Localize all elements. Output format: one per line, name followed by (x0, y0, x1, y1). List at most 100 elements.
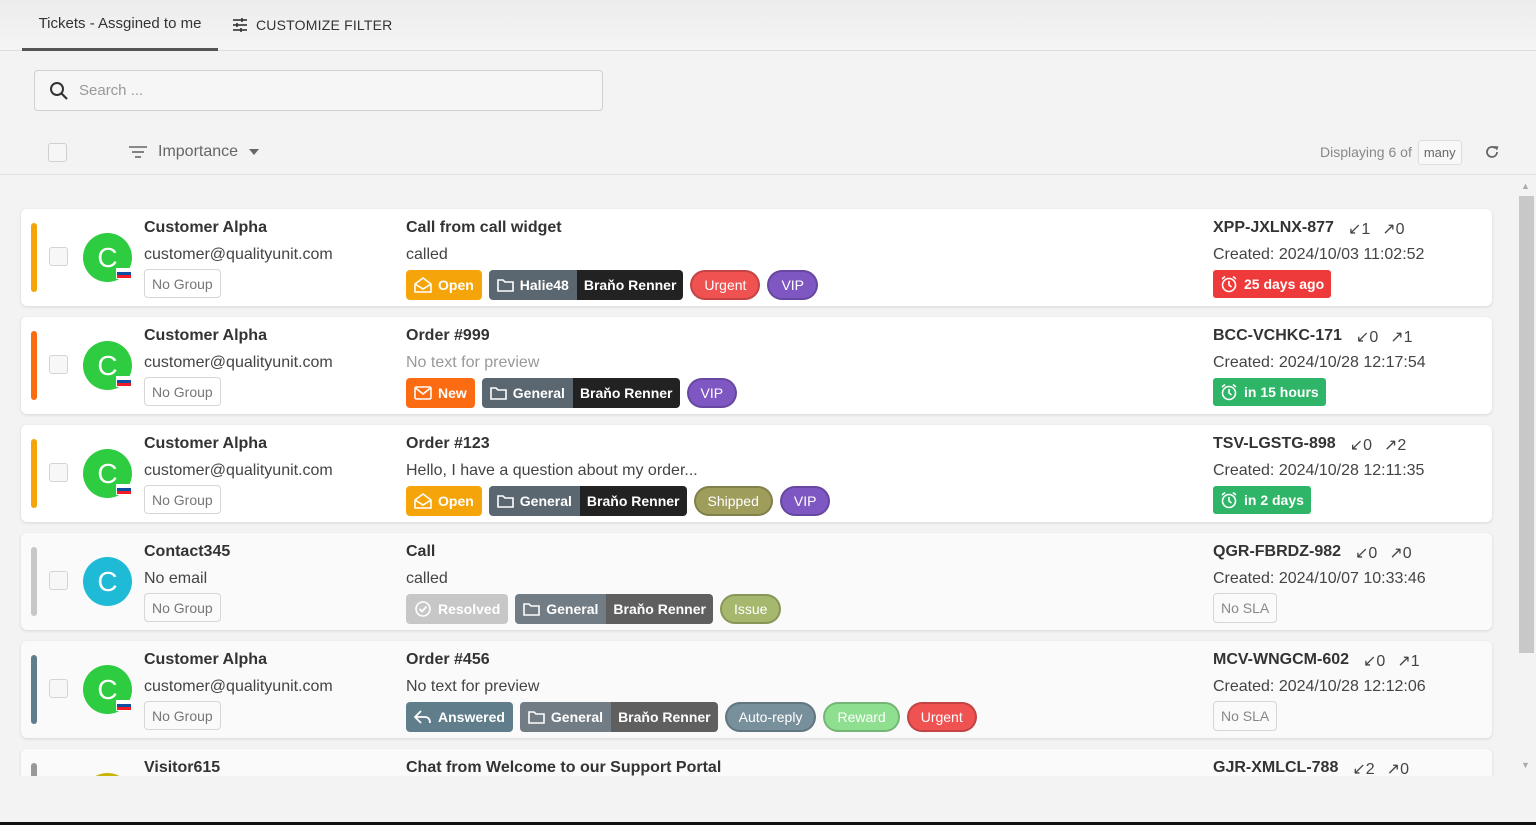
ticket-code[interactable]: TSV-LGSTG-898 (1213, 435, 1336, 452)
ticket-code[interactable]: MCV-WNGCM-602 (1213, 651, 1350, 668)
avatar (83, 773, 132, 776)
tag-badge: VIP (686, 377, 738, 408)
department-label: General (550, 708, 604, 725)
ticket-code[interactable]: QGR-FBRDZ-982 (1213, 543, 1342, 560)
status-badge: Answered (406, 701, 513, 732)
outgoing-arrow-icon: ↗ (1390, 329, 1404, 346)
customer-name[interactable]: Customer Alpha (144, 651, 267, 668)
scroll-up-icon[interactable]: ▲ (1521, 181, 1530, 191)
open-envelope-icon (414, 492, 432, 509)
ticket-tags: Resolved General Braňo Renner Issue (406, 593, 782, 624)
ticket-code[interactable]: XPP-JXLNX-877 (1213, 219, 1334, 236)
group-badge: No Group (144, 593, 221, 622)
top-bar: Tickets - Assgined to me CUSTOMIZE FILTE… (0, 0, 1536, 51)
department-agent-badge: Halie48 Braňo Renner (488, 269, 684, 300)
tag-badge: Issue (719, 593, 782, 624)
department-label: General (512, 384, 565, 401)
refresh-icon[interactable] (1484, 144, 1500, 160)
bottom-border (0, 822, 1536, 825)
agent-label: Braňo Renner (586, 492, 680, 509)
tag-badge: VIP (779, 485, 831, 516)
ticket-preview: called (406, 246, 448, 263)
incoming-count: ↙0 (1355, 329, 1379, 346)
incoming-arrow-icon: ↙ (1347, 221, 1362, 238)
row-checkbox[interactable] (49, 247, 68, 266)
ticket-tags: Answered General Braňo Renner Auto-reply… (406, 701, 977, 732)
ticket-row[interactable]: C Contact345 No email No Group Call call… (21, 533, 1492, 630)
sort-icon (129, 146, 147, 158)
sla-badge: No SLA (1213, 593, 1278, 623)
customer-email: customer@qualityunit.com (144, 246, 333, 263)
ticket-row[interactable]: C Customer Alpha customer@qualityunit.co… (21, 209, 1492, 306)
displaying-count: Displaying 6 of many (1320, 138, 1462, 166)
sla-label: in 15 hours (1244, 384, 1319, 400)
customer-name[interactable]: Visitor615 (144, 759, 221, 776)
group-badge: No Group (144, 701, 221, 730)
created-date: Created: 2024/10/28 12:17:54 (1213, 354, 1426, 371)
sla-badge: in 15 hours (1213, 378, 1326, 406)
sort-importance-button[interactable]: Importance (128, 140, 260, 164)
incoming-count: ↙0 (1363, 653, 1386, 670)
slovakia-flag-icon (116, 484, 132, 495)
outgoing-arrow-icon: ↗ (1384, 437, 1398, 454)
status-badge: Open (406, 269, 482, 300)
ticket-code-line: QGR-FBRDZ-982 ↙0 ↗0 (1213, 543, 1412, 563)
search-input[interactable] (79, 82, 559, 99)
customize-filter-button[interactable]: CUSTOMIZE FILTER (232, 15, 392, 35)
sla-label: 25 days ago (1244, 276, 1325, 292)
select-all-checkbox[interactable] (48, 143, 67, 162)
incoming-count: ↙1 (1347, 221, 1371, 238)
created-date: Created: 2024/10/07 10:33:46 (1213, 570, 1426, 587)
ticket-preview: Hello, I have a question about my order.… (406, 462, 698, 479)
open-envelope-icon (414, 276, 432, 293)
customer-name[interactable]: Customer Alpha (144, 327, 267, 344)
row-checkbox[interactable] (49, 355, 68, 374)
scroll-down-icon[interactable]: ▼ (1521, 760, 1530, 770)
total-count-button[interactable]: many (1417, 139, 1462, 165)
avatar-letter: C (97, 241, 118, 273)
customer-email: customer@qualityunit.com (144, 462, 333, 479)
priority-indicator (31, 331, 37, 400)
agent-label: Braňo Renner (579, 384, 673, 401)
outgoing-count: ↗1 (1390, 329, 1413, 346)
ticket-row[interactable]: Visitor615 Chat from Welcome to our Supp… (21, 749, 1492, 776)
ticket-preview: No text for preview (406, 678, 540, 695)
department-label: Halie48 (519, 276, 569, 293)
ticket-subject[interactable]: Call from call widget (406, 219, 562, 236)
customer-name[interactable]: Customer Alpha (144, 219, 267, 236)
avatar-letter: C (97, 349, 118, 381)
ticket-code[interactable]: GJR-XMLCL-788 (1213, 759, 1339, 776)
priority-indicator (31, 547, 37, 616)
avatar: C (83, 341, 132, 390)
list-header: Importance Displaying 6 of many (0, 128, 1536, 175)
ticket-subject[interactable]: Order #999 (406, 327, 490, 344)
incoming-arrow-icon: ↙ (1349, 437, 1364, 454)
department-agent-badge: General Braňo Renner (515, 593, 713, 624)
outgoing-arrow-icon: ↗ (1386, 761, 1401, 776)
status-label: Open (438, 492, 474, 509)
tag-badge: Auto-reply (724, 701, 817, 732)
group-badge: No Group (144, 377, 221, 406)
ticket-row[interactable]: C Customer Alpha customer@qualityunit.co… (21, 425, 1492, 522)
ticket-row[interactable]: C Customer Alpha customer@qualityunit.co… (21, 317, 1492, 414)
ticket-code[interactable]: BCC-VCHKC-171 (1213, 327, 1342, 344)
ticket-subject[interactable]: Chat from Welcome to our Support Portal (406, 759, 722, 776)
customer-email: customer@qualityunit.com (144, 678, 333, 695)
row-checkbox[interactable] (49, 463, 68, 482)
ticket-subject[interactable]: Call (406, 543, 436, 560)
row-checkbox[interactable] (49, 679, 68, 698)
ticket-row[interactable]: C Customer Alpha customer@qualityunit.co… (21, 641, 1492, 738)
incoming-arrow-icon: ↙ (1355, 545, 1369, 562)
agent-label: Braňo Renner (613, 600, 706, 617)
customer-name[interactable]: Contact345 (144, 543, 231, 560)
agent-label: Braňo Renner (618, 708, 711, 725)
customer-name[interactable]: Customer Alpha (144, 435, 267, 452)
ticket-subject[interactable]: Order #123 (406, 435, 490, 452)
scrollbar-thumb[interactable] (1519, 196, 1534, 653)
incoming-count: ↙2 (1352, 761, 1375, 776)
status-badge: New (406, 377, 475, 408)
tab-tickets-assigned[interactable]: Tickets - Assgined to me (22, 0, 218, 51)
row-checkbox[interactable] (49, 571, 68, 590)
sla-badge: No SLA (1213, 701, 1278, 731)
ticket-subject[interactable]: Order #456 (406, 651, 490, 668)
